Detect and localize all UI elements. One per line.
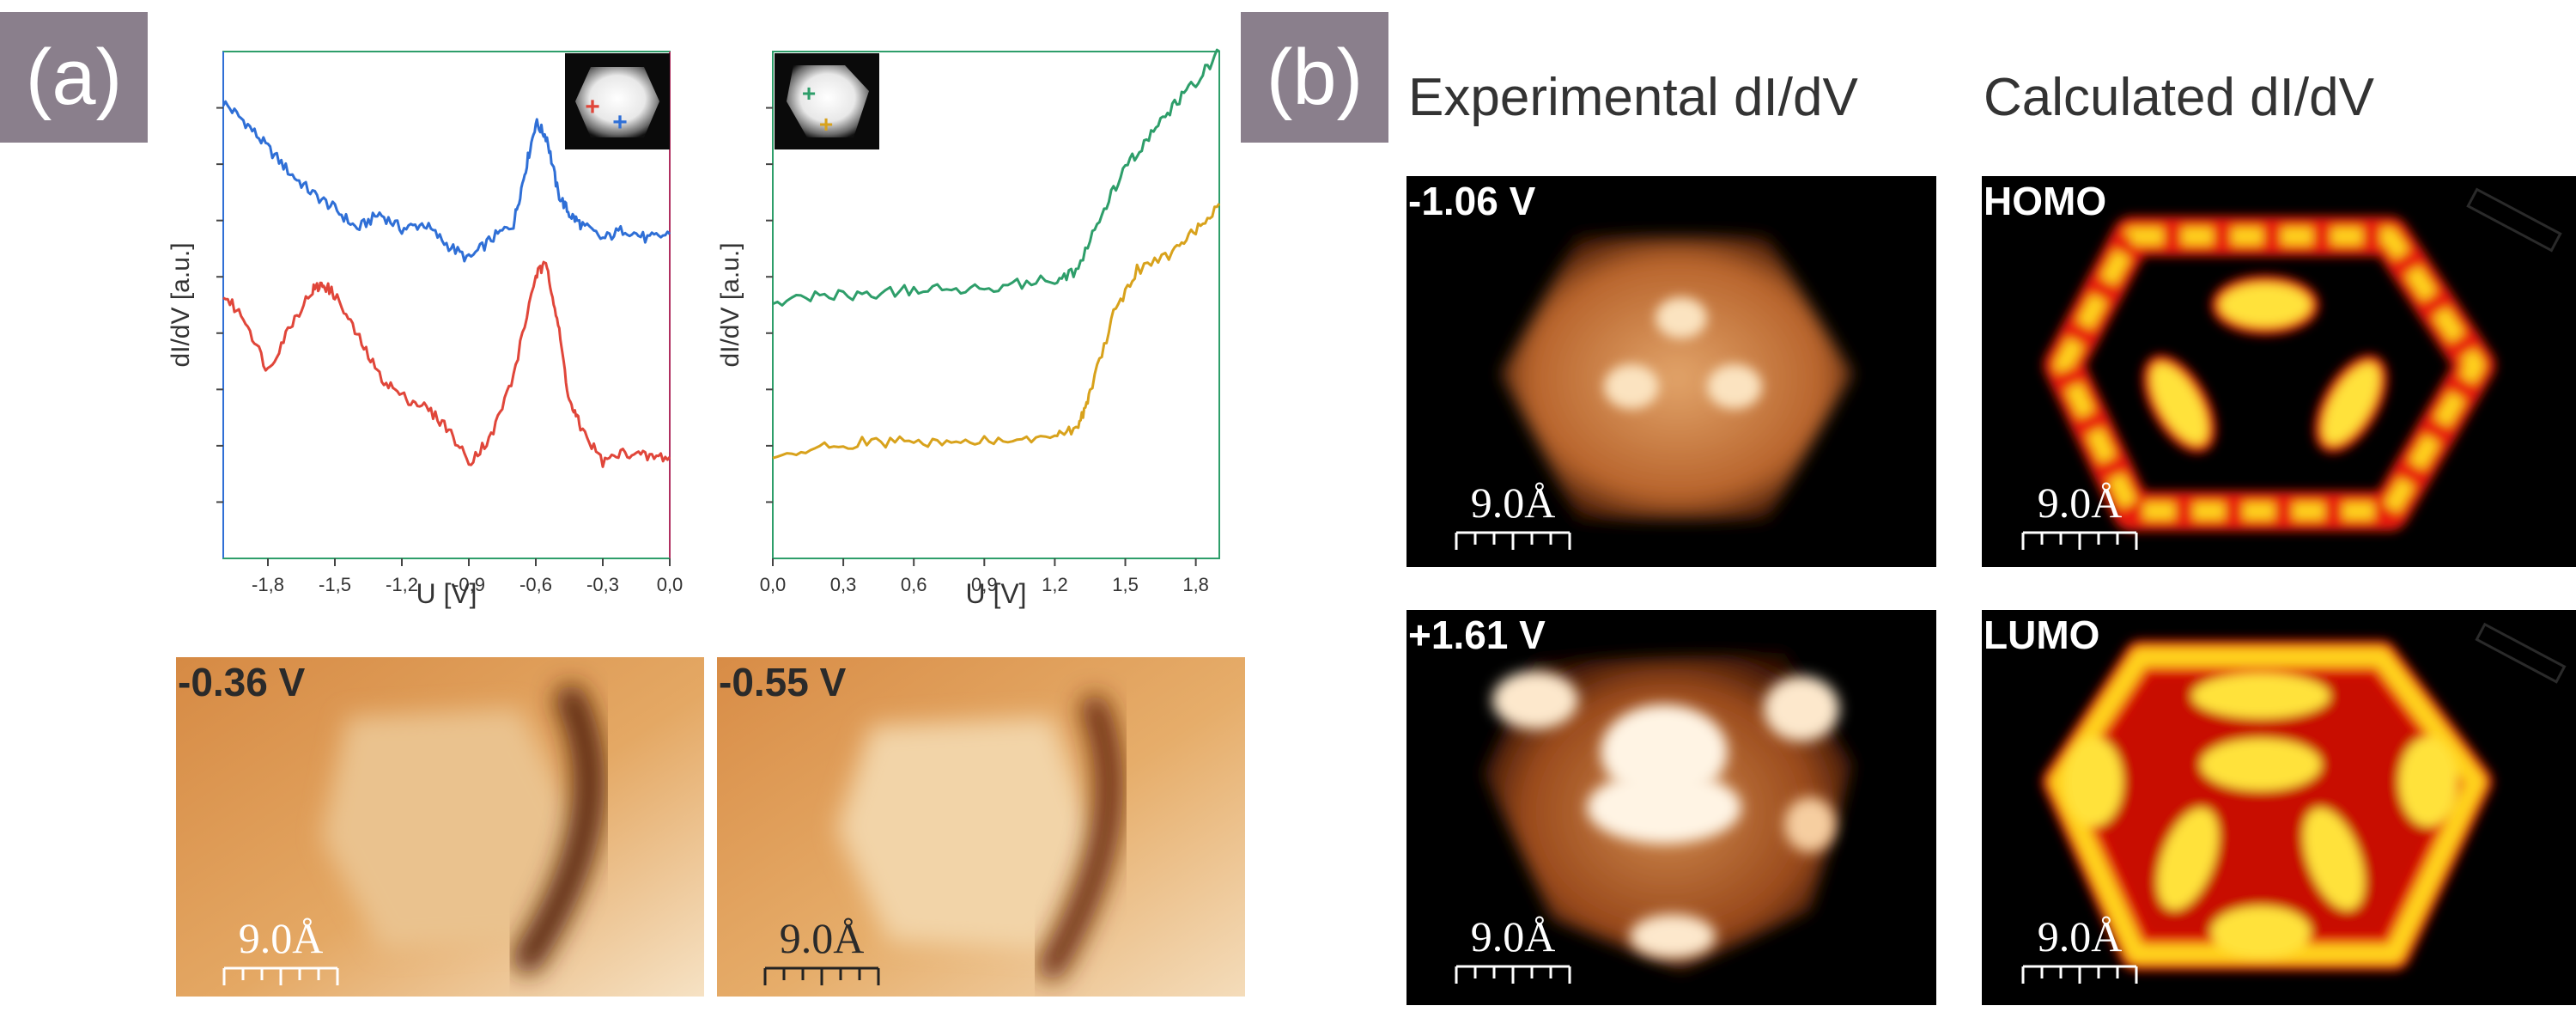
voltage-label: -1.06 V <box>1408 179 1536 223</box>
x-tick-label: -0,3 <box>586 574 619 595</box>
inset-molecule <box>787 65 869 137</box>
orbital-lobe <box>2192 674 2330 718</box>
scale-bar: 9.0Å <box>1453 481 1573 567</box>
experimental-map-1: -1.06 V 9.0Å <box>1406 176 1936 567</box>
x-tick-label: 0,0 <box>657 574 683 595</box>
orbital-lobe <box>2211 906 2311 958</box>
orbital-lobe <box>2211 275 2319 335</box>
scale-label: 9.0Å <box>2037 912 2123 960</box>
panel-label-b: (b) <box>1241 12 1388 143</box>
lobe <box>1587 771 1741 844</box>
y-ticks <box>766 107 773 503</box>
calculated-map-homo: HOMO 9.0Å <box>1982 176 2576 567</box>
orbital-lobe <box>2157 808 2219 911</box>
inset-molecule <box>575 67 659 137</box>
inset-marker-blue: + <box>612 108 628 137</box>
voltage-label: -0.55 V <box>719 660 847 704</box>
inset-marker-green: + <box>802 80 816 107</box>
x-tick-label: 0,9 <box>971 574 998 595</box>
x-tick-label: 0,6 <box>901 574 927 595</box>
orbital-lobe <box>2142 354 2216 454</box>
dark-arc <box>513 685 605 973</box>
molecule-outline <box>322 709 580 949</box>
orbital-label: HOMO <box>1984 179 2107 223</box>
y-axis-label: dI/dV [a.u.] <box>167 242 195 367</box>
inset-marker-yellow: + <box>819 111 833 137</box>
scale-label: 9.0Å <box>2037 479 2123 527</box>
lobe <box>1707 364 1762 409</box>
chart-positive-bias: 0,0 0,3 0,6 0,9 1,2 1,5 1,8 U [V] dI/dV [a.u.]… <box>716 48 1221 609</box>
x-tick-label: -1,5 <box>319 574 351 595</box>
lobe <box>1764 676 1839 741</box>
series-line-blue <box>222 100 671 263</box>
scale-label: 9.0Å <box>1470 912 1556 960</box>
x-ticks: -1,8 -1,5 -1,2 -0,9 -0,6 -0,3 0,0 <box>252 558 683 595</box>
orbital-label: LUMO <box>1984 613 2100 657</box>
scale-bar: 9.0Å <box>2020 481 2140 567</box>
series-group <box>222 100 671 468</box>
x-axis-label: U [V] <box>965 578 1026 609</box>
artifact-bar <box>2466 187 2562 253</box>
scale-ruler <box>2021 965 2138 984</box>
x-tick-label: 0,3 <box>830 574 857 595</box>
scale-bar: 9.0Å <box>221 917 341 997</box>
lobe <box>1604 364 1659 409</box>
lobe <box>1784 797 1836 852</box>
inset-image: + + <box>565 53 670 149</box>
x-tick-label: -1,8 <box>252 574 284 595</box>
series-group <box>772 48 1221 460</box>
calculated-map-lumo: LUMO 9.0Å <box>1982 610 2576 1005</box>
y-axis-label: dI/dV [a.u.] <box>716 242 744 367</box>
x-tick-label: 1,5 <box>1112 574 1139 595</box>
scale-bar: 9.0Å <box>1453 915 1573 1001</box>
x-tick-label: 1,2 <box>1042 574 1068 595</box>
x-axis-label: U [V] <box>416 578 477 609</box>
dark-arc <box>1038 695 1123 980</box>
x-tick-label: -0,9 <box>453 574 485 595</box>
series-line-green <box>772 48 1220 307</box>
orbital-lobe <box>2201 739 2321 790</box>
scale-label: 9.0Å <box>779 914 865 962</box>
topography-image-2: -0.55 V 9.0Å <box>717 657 1245 997</box>
scale-ruler <box>1455 965 1571 984</box>
scale-label: 9.0Å <box>238 914 324 962</box>
topography-image-1: -0.36 V 9.0Å <box>176 657 704 997</box>
calculated-column-title: Calculated dI/dV <box>1984 68 2374 127</box>
artifact-bar <box>2475 622 2567 684</box>
voltage-label: -0.36 V <box>178 660 306 704</box>
inset-marker-red: + <box>585 93 600 121</box>
scale-ruler <box>1455 531 1571 550</box>
scale-bar: 9.0Å <box>2020 915 2140 1001</box>
orbital-ring-core <box>2050 648 2485 963</box>
molecule-outline <box>837 717 1095 949</box>
scale-ruler <box>222 966 339 985</box>
scale-bar: 9.0Å <box>762 917 882 997</box>
lobe <box>1630 914 1716 959</box>
x-tick-label: 1,8 <box>1182 574 1209 595</box>
inset-image: + + <box>775 53 879 149</box>
x-tick-label: 0,0 <box>760 574 787 595</box>
series-line-yellow <box>772 203 1221 460</box>
series-line-red <box>222 260 671 468</box>
experimental-map-2: +1.61 V 9.0Å <box>1406 610 1936 1005</box>
lobe <box>1656 297 1707 338</box>
x-tick-label: -1,2 <box>386 574 418 595</box>
y-ticks <box>216 107 223 503</box>
voltage-label: +1.61 V <box>1408 613 1546 657</box>
molecule-shape <box>1501 236 1853 520</box>
scale-ruler <box>2021 531 2138 550</box>
orbital-lobe <box>2064 737 2123 826</box>
orbital-lobe <box>2303 808 2365 911</box>
panel-label-a: (a) <box>0 12 148 143</box>
orbital-lobe <box>2314 354 2388 454</box>
orbital-ring-core <box>2055 228 2484 520</box>
lobe <box>1492 671 1578 729</box>
scale-ruler <box>763 966 880 985</box>
x-tick-label: -0,6 <box>519 574 552 595</box>
scale-label: 9.0Å <box>1470 479 1556 527</box>
experimental-column-title: Experimental dI/dV <box>1408 68 1858 127</box>
orbital-lobe <box>2399 737 2458 826</box>
x-ticks: 0,0 0,3 0,6 0,9 1,2 1,5 1,8 <box>760 558 1209 595</box>
chart-negative-bias: -1,8 -1,5 -1,2 -0,9 -0,6 -0,3 0,0 U [V] dI/dV … <box>167 51 683 609</box>
